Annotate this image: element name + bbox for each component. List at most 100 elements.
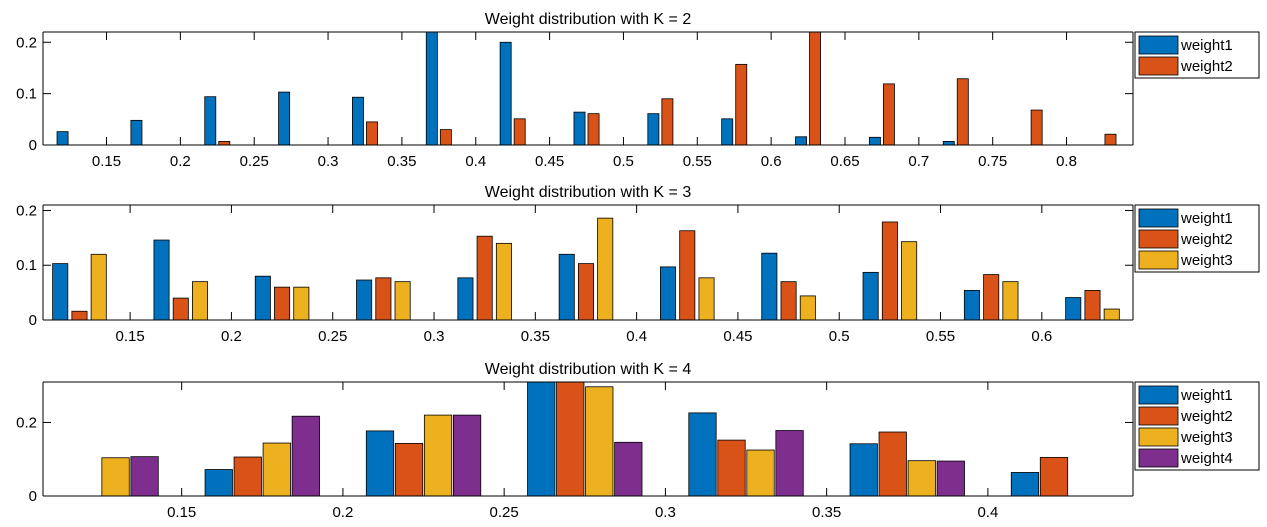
bar-weight1 xyxy=(942,141,955,146)
x-tick-label: 0.25 xyxy=(490,504,519,521)
bar-weight1 xyxy=(963,290,980,321)
x-tick-label: 0.15 xyxy=(92,153,121,170)
bar-weight1 xyxy=(1010,472,1040,497)
bar-weight2 xyxy=(476,235,493,321)
x-tick-label: 0.5 xyxy=(613,153,634,170)
bar-weight2 xyxy=(375,277,392,321)
bar-weight1 xyxy=(278,91,291,146)
bar-weight2 xyxy=(661,98,674,146)
bar-weight1 xyxy=(52,263,69,321)
legend-label-weight1: weight1 xyxy=(1180,37,1233,54)
x-tick-label: 0.45 xyxy=(535,153,564,170)
y-tick-label: 0 xyxy=(29,137,37,154)
x-tick-label: 0.7 xyxy=(908,153,929,170)
x-tick-label: 0.3 xyxy=(424,328,445,345)
legend-swatch-weight2 xyxy=(1138,406,1179,426)
legend-swatch-weight1 xyxy=(1138,385,1179,405)
bar-weight1 xyxy=(352,96,364,146)
x-tick-label: 0.6 xyxy=(1031,328,1052,345)
bar-weight1 xyxy=(56,131,69,146)
bar-weight2 xyxy=(172,297,189,321)
legend-swatch-weight3 xyxy=(1138,250,1179,270)
bar-weight1 xyxy=(761,252,778,321)
x-tick-label: 0.75 xyxy=(978,153,1007,170)
bar-weight1 xyxy=(356,279,373,321)
x-tick-label: 0.15 xyxy=(167,504,196,521)
bar-weight4 xyxy=(452,414,482,497)
bar-weight4 xyxy=(291,415,320,497)
bar-weight3 xyxy=(907,460,936,497)
bar-weight2 xyxy=(274,286,291,321)
legend-swatch-weight2 xyxy=(1138,56,1179,76)
legend-label-weight2: weight2 xyxy=(1180,58,1233,75)
bar-weight3 xyxy=(1103,308,1120,321)
bar-weight2 xyxy=(1030,109,1043,146)
x-tick-label: 0.2 xyxy=(332,504,353,521)
bar-weight1 xyxy=(204,469,233,497)
bar-weight4 xyxy=(130,456,159,497)
bar-weight4 xyxy=(614,441,643,497)
bar-weight3 xyxy=(192,281,209,321)
y-tick-label: 0 xyxy=(29,488,37,505)
bar-weight1 xyxy=(558,253,575,321)
legend-swatch-weight1 xyxy=(1138,35,1179,55)
bar-weight2 xyxy=(556,381,585,497)
bar-weight3 xyxy=(698,277,715,321)
legend-swatch-weight3 xyxy=(1138,427,1179,447)
bar-weight1 xyxy=(365,430,395,497)
bar-weight1 xyxy=(721,118,734,146)
x-tick-label: 0.2 xyxy=(170,153,191,170)
bar-weight4 xyxy=(775,430,804,497)
chart-title: Weight distribution with K = 3 xyxy=(485,184,692,201)
bar-weight3 xyxy=(394,281,411,321)
bar-weight3 xyxy=(423,414,453,497)
bar-weight1 xyxy=(254,275,271,321)
bar-weight1 xyxy=(499,41,512,146)
bar-weight2 xyxy=(881,221,898,321)
bar-weight2 xyxy=(983,274,1000,321)
bar-weight3 xyxy=(746,449,775,497)
x-tick-label: 0.8 xyxy=(1056,153,1077,170)
x-tick-label: 0.4 xyxy=(977,504,998,521)
bar-weight1 xyxy=(130,119,143,146)
y-tick-label: 0.1 xyxy=(16,257,37,274)
bar-weight1 xyxy=(204,96,217,146)
bar-weight2 xyxy=(956,78,969,146)
y-tick-label: 0.2 xyxy=(16,414,37,431)
chart-panel-1: 0.15 0.2 0.25 0.3 0.35 0.4 0.45 0.5 0.55 0.6 0.65 0… xyxy=(16,11,1260,170)
bar-weight3 xyxy=(585,386,614,497)
bar-weight2 xyxy=(809,31,822,146)
x-tick-label: 0.5 xyxy=(829,328,850,345)
bar-weight2 xyxy=(71,310,88,321)
bar-weight2 xyxy=(587,113,600,146)
x-tick-label: 0.55 xyxy=(926,328,955,345)
x-tick-label: 0.35 xyxy=(521,328,550,345)
x-tick-label: 0.25 xyxy=(318,328,347,345)
y-tick-label: 0.2 xyxy=(16,202,37,219)
x-tick-label: 0.3 xyxy=(318,153,339,170)
chart-panel-3: 0.15 0.2 0.25 0.3 0.35 0.4 0 0.2 Weight distribu… xyxy=(16,361,1260,521)
bar-weight1 xyxy=(153,239,170,321)
bar-weight3 xyxy=(495,242,512,321)
legend-label-weight1: weight1 xyxy=(1180,387,1233,404)
x-tick-label: 0.15 xyxy=(116,328,145,345)
bar-weight1 xyxy=(527,381,556,497)
x-tick-label: 0.3 xyxy=(655,504,676,521)
bar-weight1 xyxy=(1065,297,1082,321)
bar-weight2 xyxy=(717,439,746,497)
bar-weight1 xyxy=(457,277,474,321)
x-tick-label: 0.4 xyxy=(626,328,647,345)
bar-weight4 xyxy=(936,460,965,497)
bar-weight2 xyxy=(577,263,594,321)
bar-weight2 xyxy=(735,63,748,146)
bar-weight3 xyxy=(262,442,291,497)
bar-weight3 xyxy=(597,217,614,321)
legend-swatch-weight4 xyxy=(1138,448,1179,468)
bar-weight1 xyxy=(573,111,586,146)
bar-weight3 xyxy=(90,253,107,321)
chart-title: Weight distribution with K = 2 xyxy=(485,11,692,28)
bar-weight2 xyxy=(366,121,378,146)
x-tick-label: 0.35 xyxy=(812,504,841,521)
x-tick-label: 0.55 xyxy=(683,153,712,170)
